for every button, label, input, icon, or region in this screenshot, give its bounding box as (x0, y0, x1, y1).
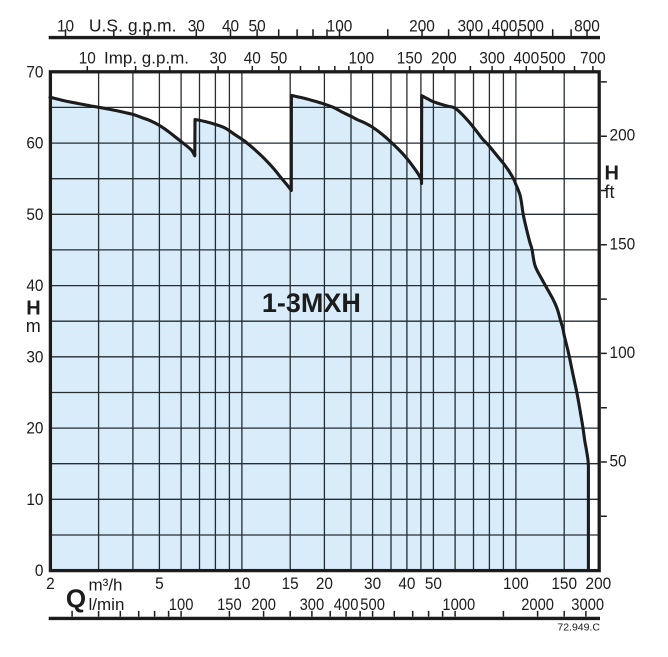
svg-text:Imp. g.p.m.: Imp. g.p.m. (104, 49, 189, 68)
svg-text:500: 500 (360, 595, 385, 614)
svg-text:m: m (26, 316, 41, 336)
svg-text:300: 300 (479, 49, 505, 68)
svg-text:H: H (605, 163, 619, 185)
svg-text:400: 400 (334, 595, 359, 614)
svg-text:300: 300 (300, 595, 325, 614)
svg-text:72.949.C: 72.949.C (557, 622, 600, 634)
svg-text:700: 700 (580, 49, 606, 68)
svg-text:200: 200 (610, 126, 636, 145)
svg-text:70: 70 (26, 62, 43, 81)
svg-text:50: 50 (270, 49, 287, 68)
svg-text:m³/h: m³/h (89, 576, 123, 595)
svg-text:500: 500 (540, 49, 566, 68)
svg-text:400: 400 (513, 49, 539, 68)
svg-text:50: 50 (26, 205, 43, 224)
svg-text:150: 150 (397, 49, 423, 68)
svg-text:10: 10 (79, 49, 96, 68)
svg-text:20: 20 (316, 574, 333, 593)
svg-text:l/min: l/min (89, 595, 125, 614)
svg-text:5: 5 (155, 574, 164, 593)
svg-text:H: H (26, 298, 40, 320)
svg-text:0: 0 (35, 561, 44, 580)
svg-text:1-3MXH: 1-3MXH (262, 288, 361, 318)
svg-text:30: 30 (210, 49, 227, 68)
svg-text:100: 100 (610, 343, 636, 362)
svg-text:100: 100 (169, 595, 194, 614)
svg-text:10: 10 (57, 16, 74, 35)
svg-text:30: 30 (364, 574, 381, 593)
svg-text:100: 100 (327, 16, 353, 35)
svg-text:2000: 2000 (521, 595, 554, 614)
svg-text:800: 800 (574, 16, 600, 35)
svg-text:1000: 1000 (442, 595, 475, 614)
svg-text:10: 10 (233, 574, 250, 593)
svg-text:ft: ft (605, 182, 615, 202)
svg-text:30: 30 (188, 16, 205, 35)
svg-text:15: 15 (282, 574, 299, 593)
svg-text:400: 400 (492, 16, 518, 35)
svg-text:300: 300 (457, 16, 483, 35)
svg-text:2: 2 (46, 574, 55, 593)
svg-text:150: 150 (217, 595, 242, 614)
svg-text:Q: Q (66, 584, 86, 614)
svg-text:100: 100 (503, 574, 529, 593)
svg-text:150: 150 (551, 574, 577, 593)
svg-text:40: 40 (222, 16, 239, 35)
svg-text:40: 40 (244, 49, 261, 68)
svg-text:3000: 3000 (571, 595, 604, 614)
svg-text:60: 60 (26, 134, 43, 153)
svg-text:150: 150 (610, 234, 636, 253)
svg-text:200: 200 (251, 595, 276, 614)
svg-text:200: 200 (409, 16, 435, 35)
svg-text:200: 200 (586, 574, 612, 593)
svg-text:100: 100 (348, 49, 374, 68)
svg-text:30: 30 (26, 347, 43, 366)
svg-text:40: 40 (398, 574, 415, 593)
svg-text:10: 10 (26, 490, 43, 509)
svg-text:40: 40 (26, 276, 43, 295)
svg-text:50: 50 (425, 574, 442, 593)
svg-text:500: 500 (518, 16, 544, 35)
svg-text:20: 20 (26, 419, 43, 438)
svg-text:50: 50 (610, 452, 627, 471)
svg-text:U.S. g.p.m.: U.S. g.p.m. (89, 15, 177, 35)
svg-text:50: 50 (249, 16, 266, 35)
svg-text:200: 200 (431, 49, 457, 68)
